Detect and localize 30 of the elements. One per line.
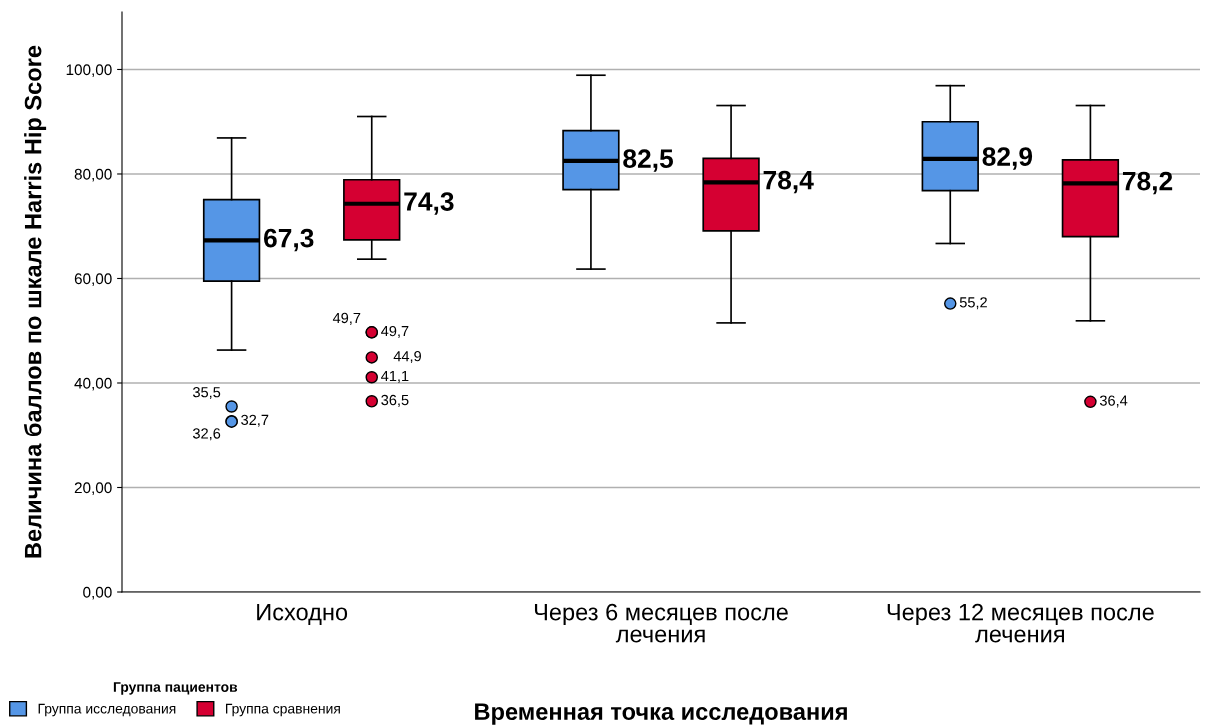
annotation: 35,5 [192, 387, 221, 400]
annotation: 82,9 [982, 147, 1033, 170]
x-tick-label: Через 6 месяцев после лечения [534, 603, 788, 643]
y-tick-label: 40,00 [74, 377, 112, 391]
annotation: 49,7 [381, 325, 409, 338]
annotation: 55,2 [959, 297, 987, 310]
annotation: 36,5 [381, 394, 409, 407]
y-tick-label: 60,00 [74, 273, 112, 286]
annotation: 32,6 [192, 428, 221, 441]
x-tick-label: Через 12 месяцев после лечения [887, 603, 1154, 643]
annotation: 49,7 [332, 312, 361, 325]
x-tick-label: Исходно [257, 603, 348, 625]
annotation: 44,9 [393, 350, 421, 364]
annotation: 78,4 [763, 170, 814, 194]
legend-label: Группа исследования [38, 703, 176, 717]
annotation: 32,7 [241, 414, 269, 427]
annotation: 78,2 [1122, 171, 1173, 195]
x-axis-title: Временная точка исследования [475, 703, 847, 725]
legend-title: Группа пациентов [113, 682, 238, 695]
annotation: 67,3 [264, 228, 314, 252]
y-tick-label: 0,00 [83, 586, 112, 600]
annotation: 36,4 [1099, 395, 1128, 408]
annotation: 74,3 [404, 192, 454, 215]
y-axis-title: Величина баллов по шкале Harris Hip Score [23, 45, 47, 558]
annotation: 41,1 [381, 370, 409, 383]
y-tick-label: 100,00 [66, 64, 112, 77]
legend-label: Группа сравнения [226, 703, 340, 717]
y-tick-label: 80,00 [74, 168, 112, 182]
y-tick-label: 20,00 [74, 482, 112, 495]
annotation: 82,5 [623, 149, 673, 172]
